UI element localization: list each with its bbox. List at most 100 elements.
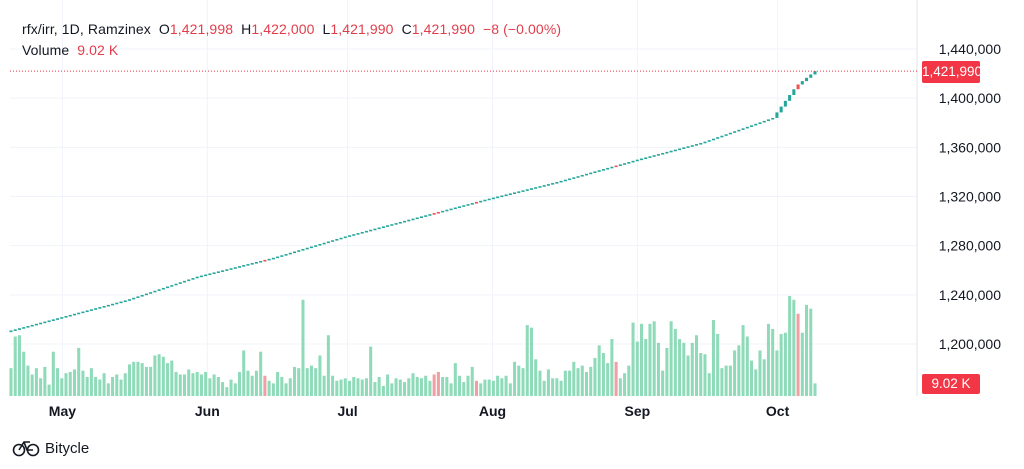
price-candle	[703, 141, 707, 144]
price-candle	[711, 138, 715, 141]
price-candle	[314, 245, 318, 247]
price-candle	[309, 246, 313, 249]
volume-bar	[348, 380, 352, 396]
volume-bar	[26, 365, 30, 396]
price-candle	[77, 312, 81, 315]
price-candle	[796, 84, 800, 90]
volume-bar	[157, 354, 161, 396]
volume-bar	[106, 383, 110, 396]
price-candle	[305, 247, 309, 250]
price-candle	[191, 278, 195, 280]
volume-bar	[678, 339, 682, 396]
price-candle	[783, 100, 787, 107]
volume-bar	[199, 374, 203, 396]
volume-bar	[233, 383, 237, 396]
price-candle	[68, 314, 72, 317]
price-candle	[669, 150, 673, 153]
volume-bar	[9, 368, 13, 396]
price-candle	[534, 187, 538, 189]
volume-bar	[98, 379, 102, 396]
price-candle	[237, 266, 242, 268]
price-candle	[521, 190, 525, 192]
volume-bar	[479, 383, 483, 396]
last-price-tag: 1,421,990	[922, 61, 982, 83]
last-volume-tag: 9.02 K	[922, 374, 980, 394]
volume-bar	[178, 374, 182, 396]
price-candle	[441, 210, 445, 213]
price-candle	[144, 293, 148, 296]
volume-bar	[127, 364, 132, 396]
volume-bar	[47, 384, 51, 396]
time-axis[interactable]: May Jun Jul Aug Sep Oct	[49, 403, 790, 419]
volume-bar	[529, 327, 534, 396]
volume-bar	[212, 374, 216, 396]
volume-bar	[377, 377, 381, 396]
price-candle	[500, 195, 504, 198]
bitycle-logo-icon	[12, 441, 40, 457]
volume-bar	[635, 341, 639, 396]
volume-bar	[623, 373, 627, 396]
price-candle	[390, 224, 394, 226]
volume-bars	[9, 296, 817, 396]
price-candle	[766, 119, 770, 122]
price-candle	[525, 189, 529, 191]
price-candle	[276, 256, 280, 259]
volume-label[interactable]: Volume	[22, 42, 70, 58]
price-candle	[656, 154, 660, 156]
price-candle	[335, 239, 339, 241]
volume-bar	[43, 366, 47, 396]
volume-bar	[301, 299, 305, 396]
x-tick-label: May	[49, 403, 76, 419]
volume-bar	[394, 378, 398, 396]
price-candle	[733, 131, 737, 133]
y-tick-label: 1,360,000	[939, 139, 1001, 155]
price-candle	[170, 285, 174, 287]
volume-bar	[462, 382, 466, 396]
price-candle	[407, 219, 411, 222]
volume-bar	[254, 370, 258, 396]
price-candle	[301, 249, 305, 251]
price-candle	[724, 134, 728, 136]
price-candle	[779, 106, 783, 113]
price-candle	[479, 200, 483, 203]
y-tick-label: 1,280,000	[939, 238, 1001, 254]
volume-bar	[445, 377, 449, 396]
price-candle	[614, 165, 618, 168]
brand[interactable]: Bitycle	[12, 438, 89, 458]
price-candle	[563, 179, 567, 182]
volume-bar	[250, 375, 254, 396]
price-candle	[673, 149, 677, 152]
price-candle	[254, 261, 258, 264]
price-candle	[453, 207, 457, 210]
change-value: −8 (−0.00%)	[482, 21, 562, 37]
high-label: H	[241, 21, 252, 37]
price-candle	[115, 302, 119, 305]
price-candle	[229, 268, 233, 270]
price-candle	[377, 227, 381, 230]
volume-bar	[89, 368, 93, 396]
price-candle	[699, 142, 703, 145]
volume-bar	[796, 313, 800, 396]
x-tick-label: Jul	[337, 403, 357, 419]
price-candle	[26, 326, 30, 328]
price-candle	[250, 263, 254, 265]
volume-bar	[403, 382, 407, 396]
volume-bar	[508, 383, 512, 396]
price-candle	[123, 300, 127, 303]
volume-bar	[153, 355, 157, 396]
price-axis[interactable]: 1,200,000 1,240,000 1,280,000 1,320,000 1,36…	[939, 41, 1001, 352]
price-candle	[661, 152, 665, 155]
price-candle	[644, 157, 648, 160]
volume-bar	[174, 371, 178, 396]
volume-bar	[606, 363, 610, 396]
price-candle	[513, 192, 517, 194]
symbol-label[interactable]: rfx/irr, 1D, Ramzinex	[22, 21, 151, 37]
price-candle	[517, 191, 521, 193]
price-candle	[648, 156, 652, 158]
volume-bar	[703, 354, 707, 396]
volume-bar	[521, 368, 525, 396]
volume-bar	[34, 368, 38, 396]
volume-bar	[783, 332, 787, 396]
price-candle	[627, 162, 631, 164]
